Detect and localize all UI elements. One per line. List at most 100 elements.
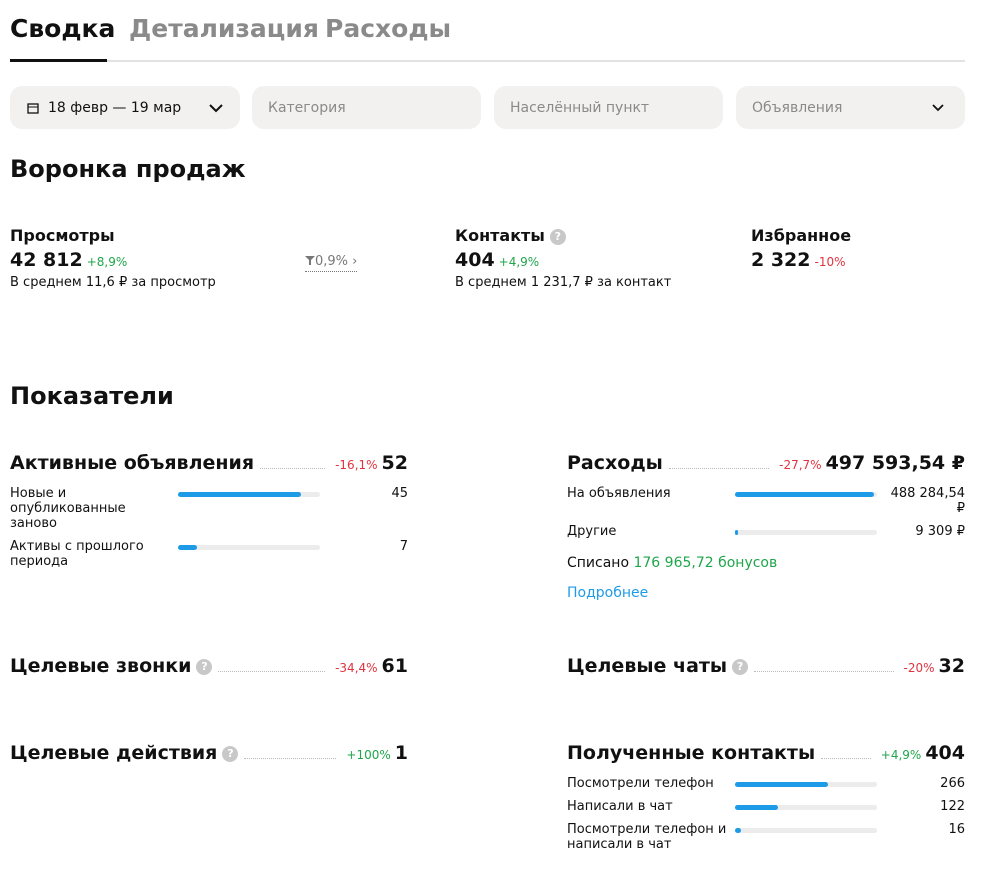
row-label: Активы с прошлого периода <box>10 539 144 569</box>
help-icon[interactable]: ? <box>196 658 213 675</box>
card-header: Целевые чаты? -20% 32 <box>567 655 965 677</box>
conversion[interactable]: 0,9% › <box>305 254 358 272</box>
dotted-leader <box>218 671 326 672</box>
tabs-divider <box>10 60 965 62</box>
bar-track <box>735 805 877 810</box>
date-range: 18 февр — 19 мар <box>48 99 182 116</box>
conversion-value: 0,9% <box>315 254 349 269</box>
ads-filter[interactable]: Объявления <box>736 86 965 129</box>
row-label: Другие <box>567 524 617 539</box>
row-value: 122 <box>940 799 965 814</box>
tab[interactable]: Расходы <box>325 14 452 43</box>
bar-track <box>178 492 320 497</box>
funnel-item: Избранное 2 322 -10% <box>751 226 851 271</box>
help-icon[interactable]: ? <box>549 228 566 245</box>
city-filter[interactable]: Населённый пункт <box>494 86 723 129</box>
card-title: Активные объявления <box>10 452 254 474</box>
category-filter[interactable]: Категория <box>252 86 481 129</box>
total: 497 593,54 ₽ <box>825 452 965 474</box>
change: -20% <box>903 661 935 675</box>
chevron <box>932 104 944 112</box>
bar <box>735 782 829 787</box>
breakdown-row: Новые и опубликованные заново 45 <box>10 486 408 531</box>
card-title: Целевые звонки? <box>10 655 213 677</box>
tab[interactable]: Детализация <box>129 14 319 43</box>
row-value: 488 284,54 ₽ <box>890 486 965 516</box>
help-icon[interactable]: ? <box>222 745 239 762</box>
metric-card: Целевые звонки? -34,4% 61 <box>10 655 408 677</box>
value: 404 <box>455 249 495 271</box>
bar <box>735 805 778 810</box>
tab-underline <box>10 59 107 62</box>
dotted-leader <box>754 671 894 672</box>
metric-card: Расходы -27,7% 497 593,54 ₽ На объявления 48… <box>567 452 965 601</box>
value: 2 322 <box>751 249 811 271</box>
dotted-leader <box>260 468 326 469</box>
breakdown-row: Посмотрели телефон 266 <box>567 776 965 791</box>
written-off-label: Списано <box>567 555 630 571</box>
change: +100% <box>346 748 391 762</box>
bar <box>178 545 198 550</box>
label-text: Контакты <box>455 226 545 245</box>
bar <box>735 530 738 535</box>
card-title: Расходы <box>567 452 663 474</box>
card-header: Целевые действия? +100% 1 <box>10 742 408 764</box>
row-label: Посмотрели телефон <box>567 776 714 791</box>
bar-track <box>735 782 877 787</box>
change: -16,1% <box>335 458 378 472</box>
total: 32 <box>938 655 965 677</box>
label: Контакты? <box>455 226 671 245</box>
change: +4,9% <box>880 748 922 762</box>
card-title-text: Целевые чаты <box>567 655 728 677</box>
bar-track <box>735 492 877 497</box>
card-title-text: Целевые действия <box>10 742 218 764</box>
dotted-leader <box>668 468 770 469</box>
placeholder: Объявления <box>752 99 843 116</box>
note: В среднем 11,6 ₽ за просмотр <box>10 275 216 290</box>
calendar-icon <box>27 102 39 114</box>
card-title-text: Расходы <box>567 452 663 474</box>
bar <box>735 828 741 833</box>
more-link[interactable]: Подробнее <box>567 585 649 601</box>
breakdown-row: Посмотрели телефон и написали в чат 16 <box>567 822 965 852</box>
placeholder: Категория <box>268 99 346 116</box>
total: 404 <box>925 742 965 764</box>
help-icon[interactable]: ? <box>732 658 749 675</box>
card-title: Полученные контакты <box>567 742 815 764</box>
label: Просмотры <box>10 226 115 245</box>
placeholder: Населённый пункт <box>510 99 650 116</box>
breakdown-row: На объявления 488 284,54 ₽ <box>567 486 965 516</box>
change: -27,7% <box>779 458 822 472</box>
card-title: Целевые чаты? <box>567 655 749 677</box>
total: 52 <box>381 452 408 474</box>
row-value: 266 <box>940 776 965 791</box>
card-header: Расходы -27,7% 497 593,54 ₽ <box>567 452 965 474</box>
change: -34,4% <box>335 661 378 675</box>
breakdown-row: Активы с прошлого периода 7 <box>10 539 408 569</box>
row-value: 7 <box>399 539 408 554</box>
change: -10% <box>814 255 846 269</box>
row-label: Новые и опубликованные заново <box>10 486 126 531</box>
funnel-item: Просмотры 42 812 +8,9% В среднем 11,6 ₽ з… <box>10 226 216 290</box>
card-header: Активные объявления -16,1% 52 <box>10 452 408 474</box>
bar <box>735 492 875 497</box>
breakdown-row: Другие 9 309 ₽ <box>567 524 965 539</box>
change: +8,9% <box>86 255 128 269</box>
section-title: Показатели <box>10 382 174 410</box>
card-title-text: Активные объявления <box>10 452 255 474</box>
chevron <box>209 103 223 112</box>
written-off: Списано 176 965,72 бонусов <box>567 555 965 571</box>
row-value: 45 <box>391 486 408 501</box>
bar-track <box>178 545 320 550</box>
row-value: 16 <box>948 822 965 837</box>
row-label: Посмотрели телефон и написали в чат <box>567 822 727 852</box>
metric-card: Целевые действия? +100% 1 <box>10 742 408 764</box>
tab[interactable]: Сводка <box>10 14 116 43</box>
bar-track <box>735 828 877 833</box>
section-title: Воронка продаж <box>10 155 246 183</box>
card-title-text: Целевые звонки <box>10 655 192 677</box>
card-header: Полученные контакты +4,9% 404 <box>567 742 965 764</box>
date-filter[interactable]: 18 февр — 19 мар <box>10 86 240 129</box>
total: 61 <box>381 655 408 677</box>
